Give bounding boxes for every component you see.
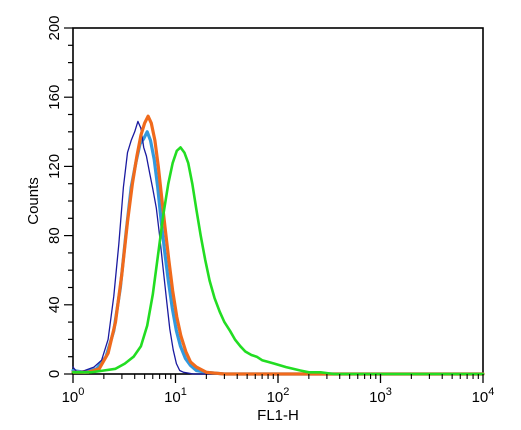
x-axis: 100 101 102 103 104 (62, 374, 495, 406)
x-tick-label: 104 (472, 386, 495, 406)
y-tick-label: 0 (46, 370, 63, 378)
series-line-4 (71, 146, 485, 376)
x-axis-label: FL1-H (257, 407, 299, 424)
x-tick-label: 101 (164, 386, 187, 406)
x-tick-label: 103 (369, 386, 392, 406)
series-line-3 (71, 114, 485, 376)
plot-frame (72, 27, 484, 375)
x-tick-label: 102 (267, 386, 290, 406)
y-axis: 0 40 80 120 160 200 (46, 15, 73, 378)
y-tick-label: 40 (46, 296, 63, 313)
series-layer (71, 114, 485, 376)
series-line-1 (72, 120, 484, 375)
y-tick-label: 120 (46, 154, 63, 179)
y-tick-label: 160 (46, 85, 63, 110)
y-tick-label: 80 (46, 227, 63, 244)
x-tick-label: 100 (62, 386, 85, 406)
y-tick-label: 200 (46, 15, 63, 40)
y-axis-label: Counts (25, 177, 42, 225)
